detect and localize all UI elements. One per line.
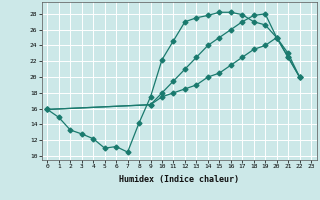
X-axis label: Humidex (Indice chaleur): Humidex (Indice chaleur)	[119, 175, 239, 184]
